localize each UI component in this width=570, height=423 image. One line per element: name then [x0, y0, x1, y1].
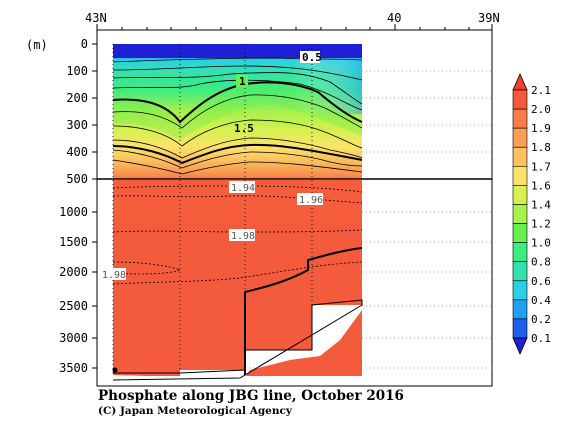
y-tick-label: 2500 [59, 299, 88, 313]
colorbar-segment [512, 204, 528, 224]
colorbar-level-label: 0.6 [531, 275, 551, 288]
y-tick-label: 300 [66, 118, 88, 132]
x-tick-label: 40 [387, 11, 401, 25]
top-axis-labels: 43N 40 39N [85, 11, 500, 25]
contour-label: 1.98 [102, 270, 126, 281]
colorbar-max-extension [512, 73, 528, 91]
seafloor-left [113, 375, 180, 377]
y-tick-label: 3500 [59, 361, 88, 375]
colorbar-level-label: 1.7 [531, 160, 551, 173]
contour-label: 1.96 [299, 195, 323, 206]
colorbar-labels: 0.1 0.2 0.4 0.6 0.8 1.0 1.2 1.4 1.6 1.7 1.8 1.9 2.0 2… [531, 84, 551, 345]
colorbar-segment [512, 299, 528, 320]
colorbar-min-extension [512, 337, 528, 355]
colorbar-segment [512, 185, 528, 205]
contour-label: 1.98 [231, 231, 255, 242]
plot-frame [96, 29, 493, 387]
y-tick-label: 1000 [59, 205, 88, 219]
colorbar-level-label: 2.1 [531, 84, 551, 97]
y-tick-label: 0 [81, 37, 88, 51]
y-tick-label: 500 [66, 172, 88, 186]
station-lines [112, 44, 313, 376]
lower-dotted-contours [112, 185, 363, 285]
mid-band [113, 82, 362, 140]
colorbar-level-label: 1.4 [531, 198, 551, 211]
x-tick-label: 43N [85, 11, 107, 25]
colorbar-segment [512, 108, 528, 129]
y-tick-label: 100 [66, 64, 88, 78]
colorbar-level-label: 1.8 [531, 141, 551, 154]
colorbar-level-label: 2.0 [531, 103, 551, 116]
colorbar-level-label: 0.2 [531, 313, 551, 326]
contour-label: 1.5 [234, 122, 254, 135]
contour-label: 0.5 [302, 51, 322, 64]
colorbar-level-label: 1.6 [531, 179, 551, 192]
y-axis-ticks [92, 43, 97, 369]
surface-low-layer [113, 44, 362, 58]
colorbar-segment [512, 280, 528, 301]
seafloor-topography [180, 305, 362, 376]
station-marker [112, 367, 118, 373]
depth-unit-label: (m) [26, 38, 48, 52]
colorbar-segment [512, 146, 528, 167]
colorbar-level-label: 0.1 [531, 332, 551, 345]
colorbar-segment [512, 127, 528, 148]
colorbar-level-label: 0.8 [531, 256, 551, 269]
contour-labels: 0.5 1 1.5 1.94 1.96 1.98 1.98 [100, 51, 323, 281]
y-tick-label: 2000 [59, 265, 88, 279]
colorbar-segment [512, 223, 528, 243]
colorbar-segment [512, 261, 528, 282]
colorbar-segment [512, 242, 528, 262]
seafloor-outline [112, 299, 363, 381]
colorbar-segment [512, 318, 528, 339]
colorbar [512, 73, 528, 355]
colorbar-level-label: 1.9 [531, 122, 551, 135]
colorbar-level-label: 1.2 [531, 218, 551, 231]
contour-label: 1 [239, 75, 246, 88]
x-tick-label: 39N [478, 11, 500, 25]
y-tick-label: 3000 [59, 331, 88, 345]
contour-label: 1.94 [231, 183, 255, 194]
top-axis-ticks [96, 24, 493, 30]
copyright-credit: (C) Japan Meteorological Agency [98, 405, 292, 417]
colorbar-level-label: 0.4 [531, 294, 551, 307]
upper-contours [112, 57, 363, 175]
colorbar-level-label: 1.0 [531, 237, 551, 250]
chart-title: Phosphate along JBG line, October 2016 [98, 388, 404, 404]
gridlines [113, 70, 492, 369]
colorbar-segment [512, 166, 528, 186]
lower-thick-contour [244, 247, 363, 375]
y-tick-label: 200 [66, 91, 88, 105]
y-tick-label: 1500 [59, 235, 88, 249]
colorbar-segment [512, 89, 528, 110]
y-axis-labels: 0 100 200 300 400 500 1000 1500 2000 250… [59, 37, 88, 375]
y-tick-label: 400 [66, 145, 88, 159]
